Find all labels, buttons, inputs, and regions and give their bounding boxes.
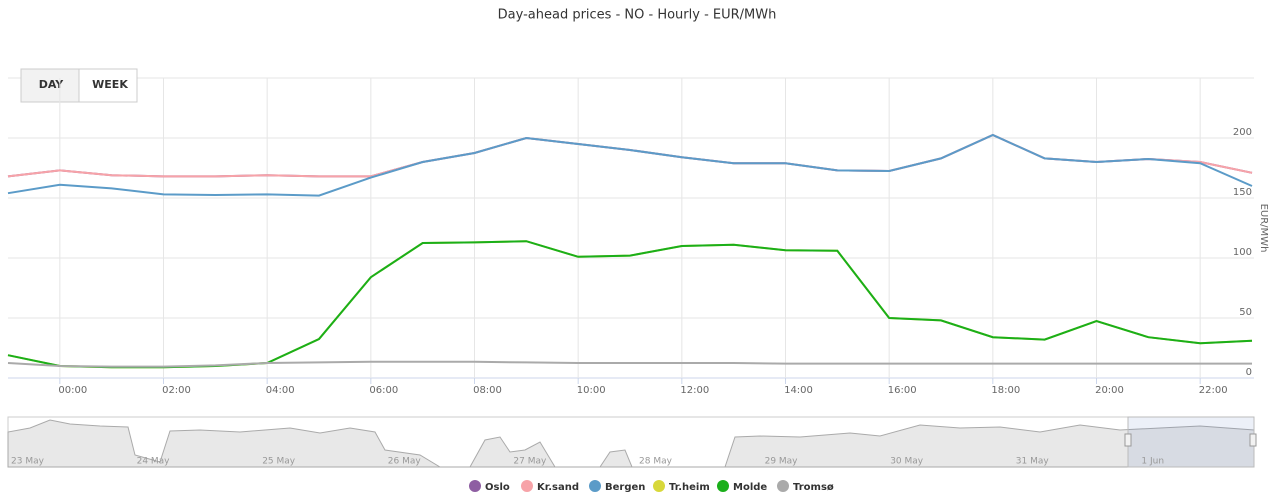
legend-symbol — [777, 480, 789, 492]
x-tick-label: 16:00 — [888, 385, 917, 396]
series-line — [7, 240, 1253, 369]
y-tick-label: 150 — [1233, 187, 1252, 198]
x-tick-label: 22:00 — [1199, 385, 1228, 396]
x-tick-label: 08:00 — [473, 385, 502, 396]
navigator — [7, 416, 1257, 468]
navigator-series — [7, 419, 1255, 468]
navigator-label: 1 Jun — [1141, 457, 1164, 467]
navigator-label: 31 May — [1016, 457, 1050, 467]
navigator-label: 26 May — [388, 457, 422, 467]
navigator-label: 25 May — [262, 457, 296, 467]
legend-label: Tromsø — [793, 482, 834, 492]
y-tick-label: 50 — [1239, 307, 1252, 318]
x-tick-label: 06:00 — [369, 385, 398, 396]
series-line — [7, 360, 1252, 368]
legend-label: Oslo — [485, 482, 510, 492]
legend-symbol — [653, 480, 665, 492]
series-line — [7, 133, 1253, 178]
navigator-label: 23 May — [11, 457, 45, 467]
y-axis-title: EUR/MWh — [1258, 204, 1269, 253]
x-tick-label: 18:00 — [991, 385, 1020, 396]
series-line — [7, 133, 1253, 197]
legend-label: Kr.sand — [537, 482, 579, 492]
series-line — [7, 240, 1253, 369]
x-tick-label: 12:00 — [680, 385, 709, 396]
x-tick-label: 02:00 — [162, 385, 191, 396]
button-label[interactable]: WEEK — [92, 78, 128, 91]
week-button[interactable] — [78, 68, 138, 103]
legend-symbol — [717, 480, 729, 492]
x-tick-label: 10:00 — [577, 385, 606, 396]
y-tick-label: 200 — [1233, 127, 1252, 138]
navigator-label: 29 May — [765, 457, 799, 467]
y-tick-label: 0 — [1246, 367, 1252, 378]
legend-symbol — [589, 480, 601, 492]
series-line — [7, 133, 1253, 178]
x-tick-label: 14:00 — [784, 385, 813, 396]
legend-symbol — [469, 480, 481, 492]
navigator-label: 27 May — [513, 457, 547, 467]
range-buttons: DAY WEEK — [20, 68, 138, 103]
navigator-label: 24 May — [137, 457, 171, 467]
navigator-label: 30 May — [890, 457, 924, 467]
navigator-label: 28 May — [639, 457, 673, 467]
legend-label: Molde — [733, 482, 767, 492]
navigator-handle[interactable] — [1124, 433, 1132, 447]
button-label[interactable]: DAY — [39, 78, 65, 91]
legend-label: Tr.heim — [669, 482, 710, 492]
navigator-handle[interactable] — [1249, 433, 1257, 447]
legend-label: Bergen — [605, 482, 645, 492]
legend-symbol — [521, 480, 533, 492]
x-tick-label: 00:00 — [58, 385, 87, 396]
y-tick-label: 100 — [1233, 247, 1252, 258]
x-tick-label: 04:00 — [266, 385, 295, 396]
chart-title: Day-ahead prices - NO - Hourly - EUR/MWh — [498, 8, 777, 23]
navigator-selection[interactable] — [1127, 416, 1255, 468]
x-tick-label: 20:00 — [1095, 385, 1124, 396]
